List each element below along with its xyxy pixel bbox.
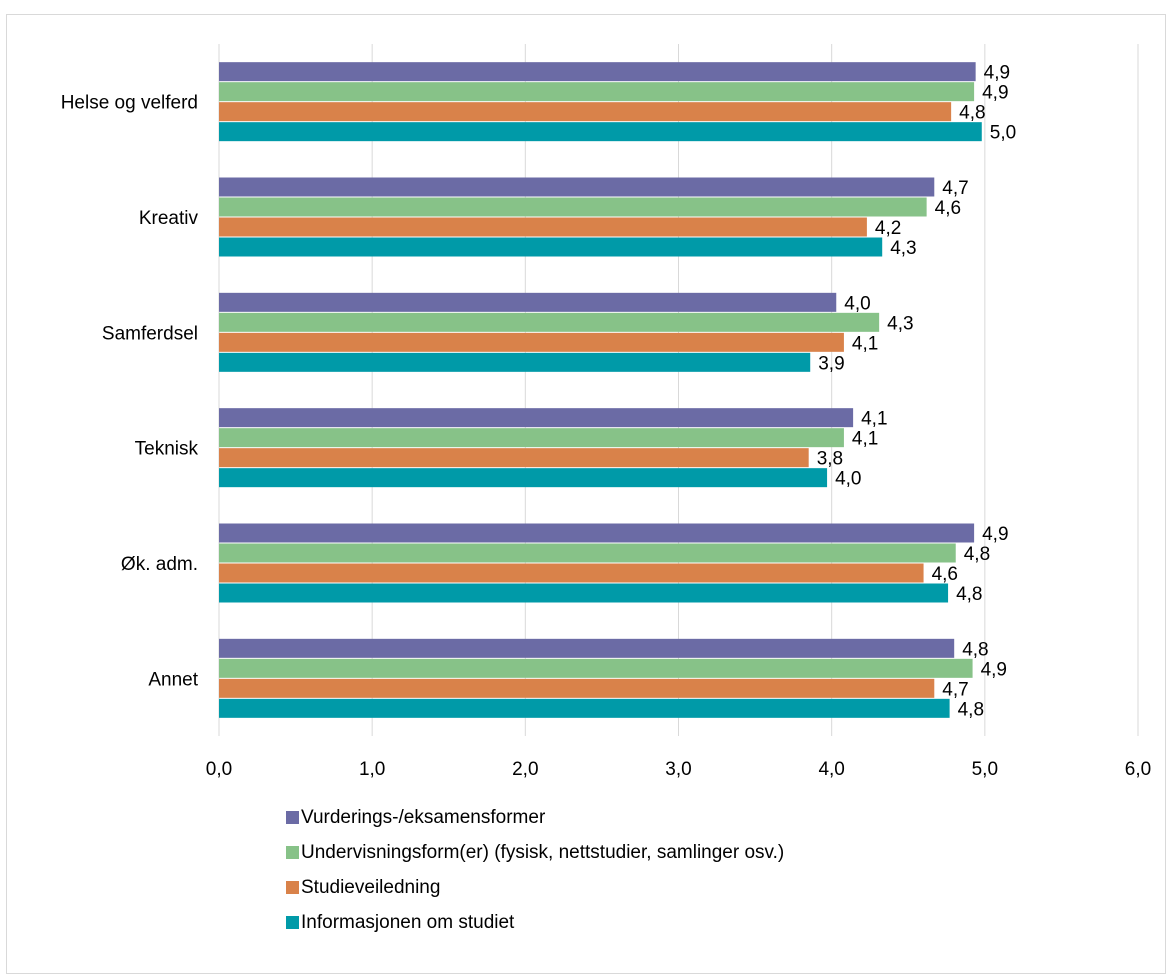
value-label: 3,8 bbox=[817, 449, 843, 470]
value-label: 4,1 bbox=[852, 333, 878, 354]
bar bbox=[219, 698, 950, 718]
x-tick-labels: 0,0 1,0 2,0 3,0 4,0 5,0 6,0 bbox=[206, 759, 1151, 780]
bar bbox=[219, 658, 973, 678]
value-label: 4,8 bbox=[959, 103, 985, 124]
value-label: 5,0 bbox=[990, 123, 1016, 144]
legend-label: Vurderings-/eksamensformer bbox=[301, 806, 546, 828]
bar bbox=[219, 408, 854, 428]
legend-label: Studieveiledning bbox=[301, 876, 441, 898]
x-tick-label: 2,0 bbox=[512, 759, 538, 780]
legend: Vurderings-/eksamensformer Undervisningsf… bbox=[286, 800, 784, 940]
value-label: 4,8 bbox=[964, 544, 990, 565]
bar bbox=[219, 122, 982, 142]
category-label: Annet bbox=[148, 669, 198, 690]
x-tick-label: 0,0 bbox=[206, 759, 232, 780]
bar bbox=[219, 102, 952, 122]
bar bbox=[219, 332, 844, 352]
bar bbox=[219, 468, 828, 488]
legend-item: Undervisningsform(er) (fysisk, nettstudi… bbox=[286, 835, 784, 870]
legend-swatch bbox=[286, 916, 299, 929]
x-tick-label: 5,0 bbox=[972, 759, 998, 780]
bars bbox=[219, 62, 982, 718]
value-label: 4,3 bbox=[887, 313, 913, 334]
value-label: 4,0 bbox=[835, 469, 861, 490]
value-label: 4,1 bbox=[861, 409, 887, 430]
value-label: 4,7 bbox=[942, 178, 968, 199]
legend-swatch bbox=[286, 811, 299, 824]
value-labels: 4,94,94,85,04,74,64,24,34,04,34,13,94,14… bbox=[817, 63, 1017, 721]
value-label: 4,6 bbox=[935, 198, 961, 219]
value-label: 4,3 bbox=[890, 238, 916, 259]
bar bbox=[219, 448, 809, 468]
bar bbox=[219, 523, 975, 543]
gridlines bbox=[218, 44, 1139, 736]
value-label: 4,2 bbox=[875, 218, 901, 239]
legend-item: Vurderings-/eksamensformer bbox=[286, 800, 784, 835]
bar bbox=[219, 217, 867, 237]
category-label: Teknisk bbox=[135, 439, 199, 460]
bar bbox=[219, 563, 924, 583]
category-labels: Helse og velferd Kreativ Samferdsel Teknisk… bbox=[61, 93, 199, 691]
bar bbox=[219, 237, 883, 257]
legend-swatch bbox=[286, 846, 299, 859]
bar bbox=[219, 428, 844, 448]
bar bbox=[219, 292, 837, 312]
bar bbox=[219, 352, 811, 372]
legend-item: Studieveiledning bbox=[286, 870, 784, 905]
value-label: 4,8 bbox=[958, 699, 984, 720]
value-label: 4,0 bbox=[844, 293, 870, 314]
bar bbox=[219, 583, 949, 603]
bar bbox=[219, 638, 955, 658]
bar bbox=[219, 62, 976, 82]
bar bbox=[219, 177, 935, 197]
x-tick-label: 4,0 bbox=[818, 759, 844, 780]
legend-label: Undervisningsform(er) (fysisk, nettstudi… bbox=[301, 841, 785, 863]
value-label: 4,8 bbox=[956, 584, 982, 605]
value-label: 4,1 bbox=[852, 429, 878, 450]
bar bbox=[219, 312, 880, 332]
value-label: 4,9 bbox=[982, 83, 1008, 104]
x-tick-label: 6,0 bbox=[1125, 759, 1151, 780]
legend-swatch bbox=[286, 881, 299, 894]
value-label: 4,9 bbox=[981, 659, 1007, 680]
value-label: 4,9 bbox=[984, 63, 1010, 84]
legend-label: Informasjonen om studiet bbox=[301, 911, 515, 933]
bar bbox=[219, 678, 935, 698]
x-tick-label: 1,0 bbox=[359, 759, 385, 780]
bar bbox=[219, 82, 975, 102]
category-label: Kreativ bbox=[139, 208, 199, 229]
category-label: Helse og velferd bbox=[61, 93, 198, 114]
value-label: 4,6 bbox=[932, 564, 958, 585]
category-label: Øk. adm. bbox=[121, 554, 198, 575]
value-label: 4,9 bbox=[982, 524, 1008, 545]
legend-item: Informasjonen om studiet bbox=[286, 905, 784, 940]
value-label: 3,9 bbox=[818, 353, 844, 374]
bar bbox=[219, 197, 927, 217]
x-tick-label: 3,0 bbox=[665, 759, 691, 780]
value-label: 4,8 bbox=[962, 639, 988, 660]
category-label: Samferdsel bbox=[102, 323, 198, 344]
value-label: 4,7 bbox=[942, 679, 968, 700]
bar bbox=[219, 543, 956, 563]
